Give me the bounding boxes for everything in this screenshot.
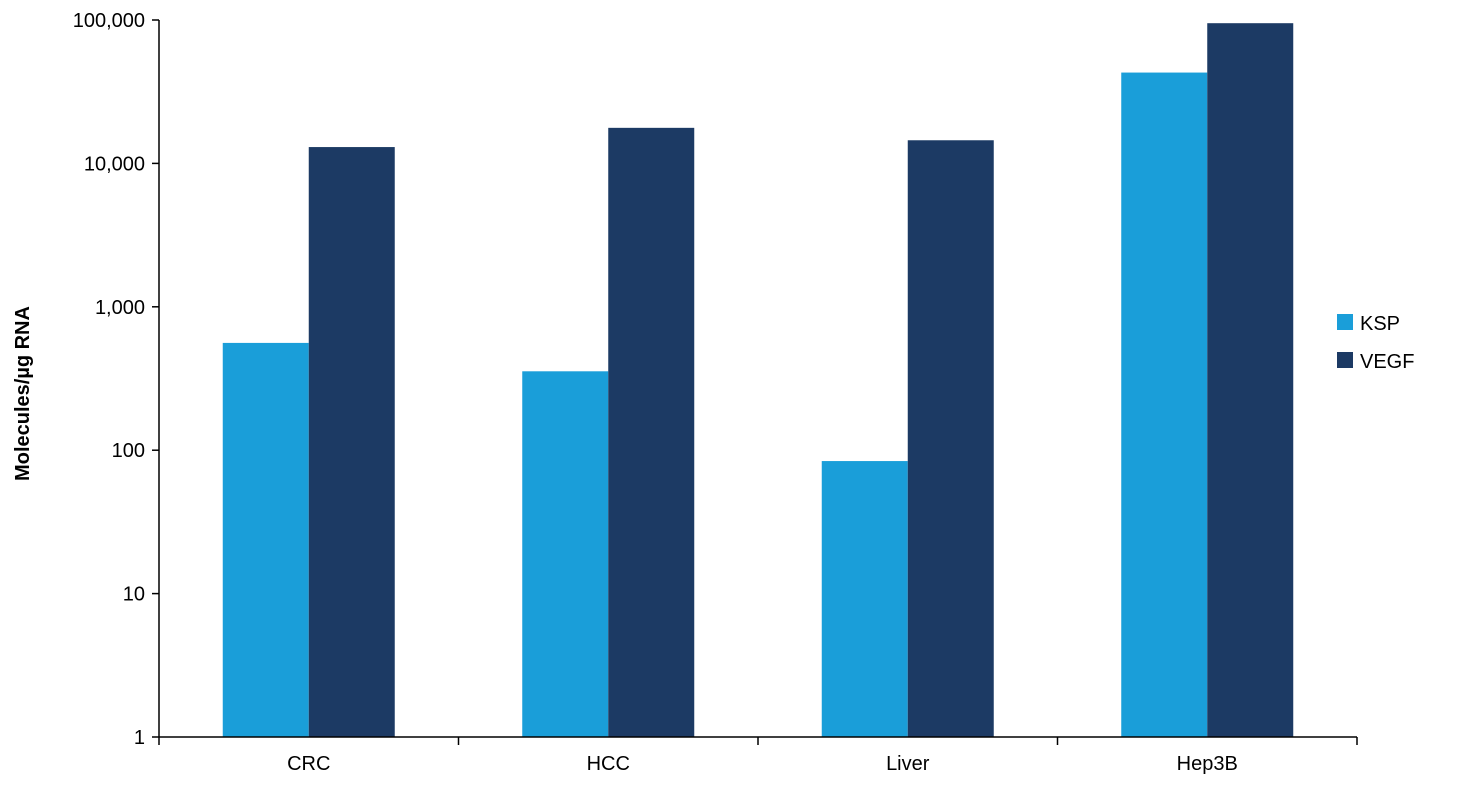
x-tick-label: Liver	[886, 753, 930, 775]
y-tick-label: 1	[134, 727, 145, 749]
y-axis-title: Molecules/µg RNA	[12, 306, 34, 481]
legend-swatch-ksp	[1337, 314, 1353, 330]
bar-vegf-crc	[308, 147, 395, 737]
y-tick-label: 100,000	[73, 10, 145, 32]
bar-ksp-crc	[222, 342, 309, 737]
x-ticks: CRC HCC Liver Hep3B	[158, 737, 1358, 775]
y-ticks: 1 10 100 1,000 10,000 100,000	[73, 10, 159, 749]
bars-layer	[222, 23, 1294, 738]
legend: KSP VEGF	[1337, 313, 1414, 373]
bar-vegf-hep3b	[1207, 23, 1294, 737]
y-tick-label: 100	[112, 440, 145, 462]
bar-vegf-liver	[907, 140, 994, 737]
x-tick-label: HCC	[587, 753, 630, 775]
bar-ksp-hep3b	[1121, 72, 1208, 738]
y-tick-label: 10	[123, 584, 145, 606]
x-tick-label: Hep3B	[1177, 753, 1238, 775]
y-tick-label: 1,000	[95, 297, 145, 319]
y-tick-label: 10,000	[84, 153, 145, 175]
legend-label-vegf: VEGF	[1360, 351, 1414, 373]
x-tick-label: CRC	[287, 753, 330, 775]
legend-swatch-vegf	[1337, 352, 1353, 368]
bar-ksp-hcc	[522, 371, 609, 737]
bar-vegf-hcc	[608, 127, 695, 737]
legend-label-ksp: KSP	[1360, 313, 1400, 335]
bar-ksp-liver	[821, 461, 908, 737]
